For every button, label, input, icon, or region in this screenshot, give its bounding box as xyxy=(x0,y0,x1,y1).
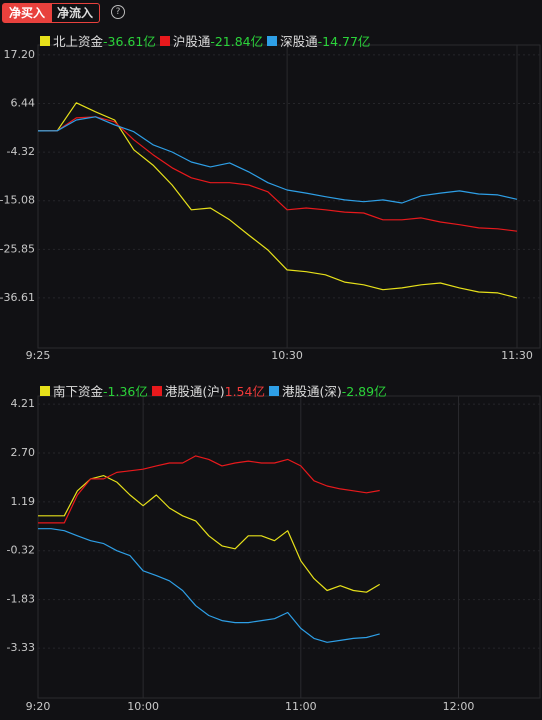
y-tick-label: 4.21 xyxy=(11,397,36,410)
tab-net-buy[interactable]: 净买入 xyxy=(2,3,53,23)
plot-area xyxy=(37,395,541,699)
y-tick-label: -1.83 xyxy=(7,593,35,606)
x-tick-label: 11:30 xyxy=(501,349,533,362)
series-line xyxy=(37,116,518,232)
legend: 南下资金 -1.36亿 港股通(沪) 1.54亿 港股通(深) -2.89亿 xyxy=(40,381,391,400)
legend-total: -1.36亿 xyxy=(103,384,148,399)
legend-swatch xyxy=(268,385,279,396)
x-tick-label: 10:30 xyxy=(271,349,303,362)
legend-total: -14.77亿 xyxy=(317,34,371,49)
legend-total: 1.54亿 xyxy=(224,384,265,399)
x-tick-label: 9:20 xyxy=(26,700,51,713)
y-tick-label: 6.44 xyxy=(11,97,36,110)
legend-swatch xyxy=(159,35,170,46)
legend-label: 沪股通 xyxy=(172,34,211,49)
legend-swatch xyxy=(40,35,50,46)
legend-total: -36.61亿 xyxy=(103,34,156,49)
series-line xyxy=(38,455,380,524)
y-tick-label: -4.32 xyxy=(7,145,35,158)
plot-area xyxy=(37,44,541,349)
legend-swatch xyxy=(151,385,162,396)
legend-swatch xyxy=(40,385,50,396)
legend-total: -21.84亿 xyxy=(210,34,264,49)
top-bar: 净买入 净流入 ? xyxy=(0,0,542,26)
y-tick-label: -25.85 xyxy=(0,242,35,255)
x-tick-label: 9:25 xyxy=(26,349,51,362)
legend-label: 港股通(深) xyxy=(281,384,342,399)
legend-label: 港股通(沪) xyxy=(164,384,225,399)
legend-swatch xyxy=(267,35,278,46)
x-tick-label: 12:00 xyxy=(443,700,475,713)
legend-label: 南下资金 xyxy=(53,384,104,399)
legend-label: 深股通 xyxy=(280,34,318,49)
help-icon[interactable]: ? xyxy=(111,5,125,19)
x-tick-label: 10:00 xyxy=(127,700,159,713)
legend: 北上资金 -36.61亿 沪股通 -21.84亿 深股通 -14.77亿 xyxy=(40,31,374,50)
y-tick-label: -36.61 xyxy=(0,291,35,304)
y-tick-label: 2.70 xyxy=(11,446,36,459)
series-line xyxy=(38,528,380,643)
series-line xyxy=(38,475,381,593)
tab-net-inflow[interactable]: 净流入 xyxy=(50,3,101,23)
y-tick-label: 1.19 xyxy=(11,495,36,508)
y-tick-label: -0.32 xyxy=(7,544,35,557)
series-line xyxy=(37,116,518,204)
y-tick-label: -3.33 xyxy=(7,641,35,654)
x-tick-label: 11:00 xyxy=(285,700,317,713)
y-tick-label: -15.08 xyxy=(0,194,35,207)
y-tick-label: 17.20 xyxy=(4,48,36,61)
legend-label: 北上资金 xyxy=(53,34,104,49)
legend-total: -2.89亿 xyxy=(341,384,387,399)
